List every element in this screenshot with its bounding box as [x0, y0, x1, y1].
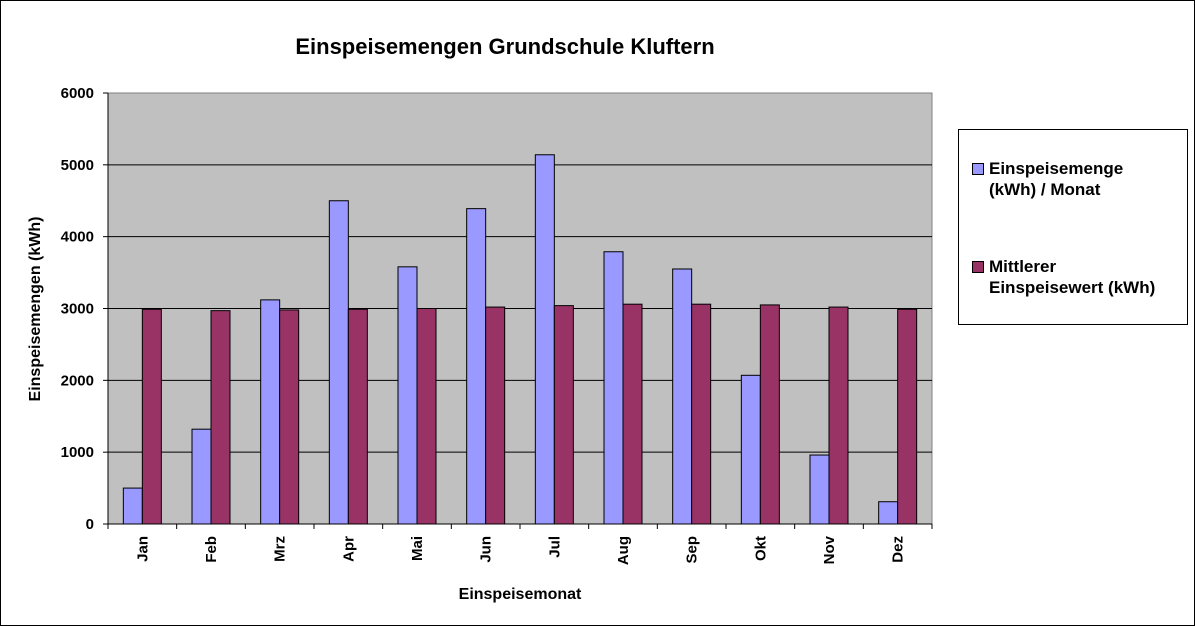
bar-mittlerer-feb: [210, 310, 231, 525]
bar-mittlerer-apr: [347, 308, 368, 525]
bar-einspeisemenge-sep: [672, 268, 693, 525]
legend: Einspeisemenge (kWh) / Monat Mittlerer E…: [958, 129, 1188, 325]
x-tick-label-sep: Sep: [684, 536, 701, 564]
legend-item-mittlerer: Mittlerer Einspeisewert (kWh): [972, 256, 1155, 298]
bar-einspeisemenge-jul: [534, 154, 555, 525]
bar-einspeisemenge-jan: [122, 487, 143, 525]
bar-einspeisemenge-nov: [809, 454, 830, 525]
bar-mittlerer-jun: [485, 306, 506, 525]
legend-label-einspeisemenge: Einspeisemenge (kWh) / Monat: [989, 159, 1124, 199]
bar-einspeisemenge-mai: [397, 266, 418, 525]
x-tick-label-dez: Dez: [890, 536, 907, 563]
bar-einspeisemenge-okt: [740, 374, 761, 525]
x-tick-label-mrz: Mrz: [272, 536, 289, 562]
y-tick-label: 4000: [61, 229, 94, 246]
y-tick-label: 1000: [61, 444, 94, 461]
chart-title: Einspeisemengen Grundschule Kluftern: [295, 34, 714, 59]
bar-einspeisemenge-feb: [191, 428, 212, 525]
x-tick-label-aug: Aug: [615, 536, 632, 565]
bar-mittlerer-jan: [141, 308, 162, 525]
y-tick-label: 5000: [61, 157, 94, 174]
bar-mittlerer-jul: [553, 305, 574, 525]
y-tick-label: 2000: [61, 372, 94, 389]
x-tick-label-jun: Jun: [478, 536, 495, 563]
y-tick-label: 6000: [61, 85, 94, 102]
bar-einspeisemenge-aug: [603, 251, 624, 525]
bar-einspeisemenge-jun: [466, 208, 487, 525]
x-tick-label-nov: Nov: [821, 535, 838, 564]
legend-swatch-einspeisemenge: [972, 163, 984, 175]
bar-mittlerer-mrz: [279, 309, 300, 525]
legend-item-einspeisemenge: Einspeisemenge (kWh) / Monat: [972, 158, 1123, 200]
x-axis-ticks: Jan Feb Mrz Apr Mai Jun Jul Aug Sep Okt Nov Dez: [107, 524, 933, 565]
x-tick-label-jan: Jan: [134, 536, 151, 562]
y-axis-ticks: 0 1000 2000 3000 4000 5000 6000: [61, 85, 108, 533]
x-tick-label-jul: Jul: [546, 536, 563, 558]
x-tick-label-okt: Okt: [752, 536, 769, 561]
bar-mittlerer-okt: [759, 304, 780, 525]
y-tick-label: 3000: [61, 301, 94, 318]
bar-mittlerer-aug: [622, 303, 643, 525]
bar-mittlerer-mai: [416, 308, 437, 525]
bars: [122, 154, 918, 525]
grid-lines: [108, 164, 932, 453]
x-axis-label: Einspeisemonat: [459, 586, 582, 603]
bar-mittlerer-nov: [828, 306, 849, 525]
x-tick-label-apr: Apr: [340, 536, 357, 562]
bar-mittlerer-dez: [897, 308, 918, 525]
x-tick-label-feb: Feb: [203, 536, 220, 563]
x-tick-label-mai: Mai: [409, 536, 426, 561]
y-axis-label: Einspeisemengen (kWh): [27, 217, 44, 402]
bar-einspeisemenge-mrz: [260, 299, 281, 525]
y-tick-label: 0: [86, 516, 94, 533]
legend-label-mittlerer: Mittlerer Einspeisewert (kWh): [989, 257, 1156, 297]
bar-einspeisemenge-dez: [878, 501, 899, 525]
bar-mittlerer-sep: [691, 303, 712, 525]
legend-swatch-mittlerer: [972, 261, 984, 273]
bar-einspeisemenge-apr: [328, 200, 349, 525]
